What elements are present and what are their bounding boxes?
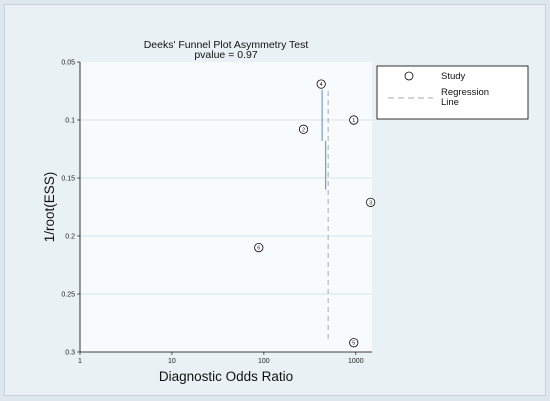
study-point-label-5: 5 xyxy=(352,341,355,347)
points-layer: 1 2 3 4 5 6 xyxy=(254,79,376,348)
funnel-plot: Deeks' Funnel Plot Asymmetry Test pvalue… xyxy=(42,39,529,384)
x-tick-label: 10 xyxy=(168,358,176,365)
y-tick-label: 0.15 xyxy=(61,176,75,183)
study-point-4 xyxy=(316,79,326,89)
grid-lines xyxy=(80,119,372,295)
x-tick-label: 100 xyxy=(258,358,270,365)
legend-study-marker xyxy=(404,71,414,81)
x-tick-label: 1000 xyxy=(348,358,364,365)
study-point-2 xyxy=(298,124,309,134)
study-point-1 xyxy=(349,115,359,125)
axes xyxy=(79,62,372,353)
y-axis-title: 1/root(ESS) xyxy=(42,172,57,243)
ticks: 0.050.10.150.20.250.31 10 100 1000 xyxy=(61,60,363,366)
legend-box xyxy=(376,65,529,120)
plot-region xyxy=(80,62,372,352)
legend: Study Regression Line xyxy=(376,65,529,120)
y-tick-label: 0.05 xyxy=(61,60,75,67)
figure-frame: Deeks' Funnel Plot Asymmetry Test pvalue… xyxy=(4,4,546,396)
regression-layer xyxy=(321,89,329,341)
x-tick-label: 1 xyxy=(78,358,82,365)
study-point-label-4: 4 xyxy=(320,82,323,88)
y-tick-label: 0.2 xyxy=(65,234,75,241)
study-point-label-2: 2 xyxy=(302,127,305,133)
chart-subtitle: pvalue = 0.97 xyxy=(194,49,258,61)
x-axis-title: Diagnostic Odds Ratio xyxy=(159,369,293,384)
y-tick-label: 0.1 xyxy=(65,118,75,125)
legend-regression-label-line2: Line xyxy=(441,97,459,108)
chart-title: Deeks' Funnel Plot Asymmetry Test xyxy=(144,39,309,51)
study-point-label-1: 1 xyxy=(352,118,355,124)
study-point-6 xyxy=(254,243,264,253)
study-point-label-3: 3 xyxy=(369,200,372,206)
y-tick-label: 0.3 xyxy=(65,350,75,357)
legend-regression-label-line1: Regression xyxy=(441,87,489,98)
y-tick-label: 0.25 xyxy=(61,292,75,299)
legend-study-label: Study xyxy=(441,71,466,82)
study-point-5 xyxy=(349,338,359,348)
study-point-label-6: 6 xyxy=(257,246,260,252)
study-point-3 xyxy=(366,197,376,207)
